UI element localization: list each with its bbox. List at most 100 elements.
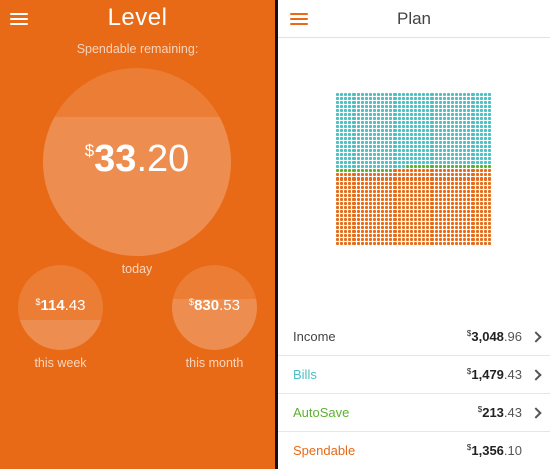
allocation-dot bbox=[364, 113, 368, 117]
allocation-dot bbox=[483, 213, 487, 217]
allocation-dot bbox=[401, 221, 405, 225]
allocation-dot bbox=[483, 129, 487, 133]
allocation-dot bbox=[422, 233, 426, 237]
allocation-dot bbox=[487, 189, 491, 193]
plan-row-autosave[interactable]: AutoSave $213.43 bbox=[278, 393, 550, 431]
allocation-dot bbox=[364, 181, 368, 185]
allocation-dot bbox=[401, 109, 405, 113]
allocation-dot bbox=[446, 213, 450, 217]
allocation-dot bbox=[344, 177, 348, 181]
allocation-dot bbox=[356, 237, 360, 241]
allocation-dot bbox=[409, 109, 413, 113]
allocation-dot bbox=[348, 129, 352, 133]
allocation-dot bbox=[446, 201, 450, 205]
allocation-dot bbox=[434, 181, 438, 185]
allocation-dot bbox=[483, 221, 487, 225]
allocation-dot bbox=[446, 197, 450, 201]
allocation-dot bbox=[364, 193, 368, 197]
allocation-dot bbox=[364, 93, 368, 97]
allocation-dot bbox=[389, 101, 393, 105]
allocation-dot bbox=[459, 153, 463, 157]
allocation-dot bbox=[372, 241, 377, 245]
allocation-dot bbox=[377, 185, 381, 189]
allocation-dot bbox=[377, 189, 381, 193]
allocation-dot bbox=[377, 101, 381, 105]
allocation-dot bbox=[409, 153, 413, 157]
plan-row-bills[interactable]: Bills $1,479.43 bbox=[278, 355, 550, 393]
allocation-dot bbox=[487, 221, 491, 225]
allocation-dot bbox=[336, 221, 340, 225]
allocation-dot bbox=[352, 213, 356, 217]
allocation-dot bbox=[401, 145, 405, 149]
allocation-dot bbox=[450, 217, 455, 221]
allocation-dot bbox=[409, 209, 413, 213]
allocation-dot bbox=[414, 169, 418, 173]
allocation-dot bbox=[344, 229, 348, 233]
allocation-dot bbox=[471, 117, 475, 121]
today-circle[interactable]: $33.20 bbox=[43, 68, 231, 256]
allocation-dot bbox=[414, 149, 418, 153]
allocation-dot bbox=[434, 145, 438, 149]
allocation-dot bbox=[344, 125, 348, 129]
allocation-dot bbox=[372, 185, 377, 189]
allocation-dot bbox=[463, 213, 467, 217]
allocation-dot bbox=[409, 221, 413, 225]
allocation-dot bbox=[483, 193, 487, 197]
allocation-dot bbox=[450, 205, 455, 209]
allocation-dot bbox=[487, 105, 491, 109]
allocation-dot bbox=[360, 157, 364, 161]
allocation-dot bbox=[434, 101, 438, 105]
allocation-dot bbox=[446, 113, 450, 117]
allocation-dot bbox=[368, 205, 372, 209]
allocation-dot bbox=[405, 185, 409, 189]
allocation-dot bbox=[336, 225, 340, 229]
month-circle[interactable]: $830.53 bbox=[172, 265, 257, 350]
menu-icon[interactable] bbox=[10, 13, 28, 25]
allocation-dot bbox=[446, 125, 450, 129]
allocation-dot bbox=[446, 189, 450, 193]
allocation-dot bbox=[393, 125, 397, 129]
allocation-dot bbox=[459, 121, 463, 125]
allocation-dot bbox=[455, 185, 459, 189]
allocation-dot bbox=[393, 205, 397, 209]
allocation-dot bbox=[356, 101, 360, 105]
allocation-dot bbox=[336, 145, 340, 149]
allocation-dot bbox=[463, 105, 467, 109]
allocation-dot bbox=[426, 221, 430, 225]
allocation-dot bbox=[442, 165, 446, 169]
allocation-dot bbox=[463, 93, 467, 97]
allocation-dot bbox=[475, 113, 479, 117]
allocation-dot bbox=[446, 161, 450, 165]
allocation-dot bbox=[364, 225, 368, 229]
allocation-dot bbox=[430, 125, 434, 129]
allocation-dot bbox=[368, 137, 372, 141]
allocation-dot bbox=[438, 177, 442, 181]
allocation-dot bbox=[459, 161, 463, 165]
allocation-dot bbox=[340, 213, 344, 217]
allocation-dot bbox=[348, 141, 352, 145]
allocation-dot bbox=[385, 133, 389, 137]
allocation-dot bbox=[483, 97, 487, 101]
allocation-dot bbox=[389, 237, 393, 241]
week-circle[interactable]: $114.43 bbox=[18, 265, 103, 350]
allocation-dot bbox=[389, 201, 393, 205]
allocation-dot bbox=[348, 225, 352, 229]
allocation-dot bbox=[459, 193, 463, 197]
allocation-dot bbox=[442, 217, 446, 221]
allocation-dot bbox=[352, 197, 356, 201]
allocation-dot bbox=[434, 173, 438, 177]
allocation-dot bbox=[389, 213, 393, 217]
allocation-dot bbox=[372, 177, 377, 181]
menu-icon[interactable] bbox=[290, 13, 308, 25]
allocation-dot bbox=[483, 201, 487, 205]
plan-row-income[interactable]: Income $3,048.96 bbox=[278, 318, 550, 355]
allocation-dot bbox=[450, 225, 455, 229]
allocation-dot bbox=[356, 201, 360, 205]
allocation-dot bbox=[446, 105, 450, 109]
allocation-dot bbox=[401, 97, 405, 101]
allocation-dot bbox=[479, 165, 483, 169]
allocation-dot bbox=[422, 149, 426, 153]
allocation-dot bbox=[352, 185, 356, 189]
plan-row-spendable[interactable]: Spendable $1,356.10 bbox=[278, 431, 550, 469]
allocation-dot bbox=[446, 177, 450, 181]
